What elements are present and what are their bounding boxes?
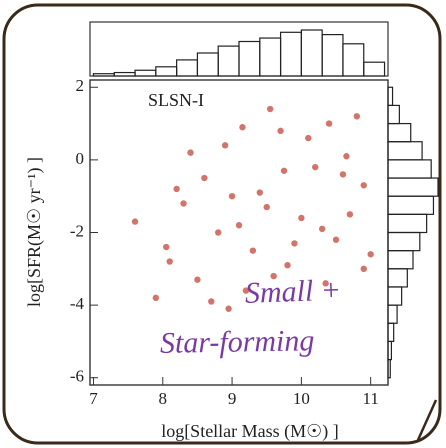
x-tick-label: 8: [159, 389, 168, 408]
y-tick-label: -6: [70, 367, 84, 386]
point: [242, 287, 250, 294]
y-tick-label: -4: [70, 294, 85, 313]
point: [277, 127, 284, 135]
histogram-bar: [279, 31, 302, 77]
histogram-bar: [155, 66, 178, 77]
point: [360, 265, 367, 273]
histogram-bar: [300, 29, 323, 77]
y-axis-label: log[SFR(M☉ yr⁻¹) ]: [24, 157, 45, 307]
histogram-bar: [92, 73, 115, 77]
point: [228, 192, 236, 200]
point: [187, 149, 194, 156]
point: [215, 229, 222, 236]
histogram-bar: [176, 59, 199, 77]
point: [318, 225, 326, 233]
histogram-bar: [387, 195, 435, 215]
point: [312, 163, 319, 171]
point: [263, 203, 270, 211]
point: [180, 200, 187, 207]
point: [270, 272, 277, 280]
histogram-bar: [387, 141, 423, 161]
point: [353, 113, 361, 120]
histogram-bar: [387, 177, 439, 197]
histogram-bar: [387, 104, 400, 125]
point: [280, 167, 288, 174]
y-tick-label: -2: [70, 221, 84, 240]
point: [339, 171, 347, 178]
point: [163, 243, 170, 251]
point: [201, 174, 208, 182]
y-tick-label: 2: [76, 76, 85, 95]
point: [343, 153, 350, 160]
x-tick-label: 11: [362, 389, 378, 408]
point: [360, 182, 367, 189]
x-tick-label: 10: [293, 389, 310, 408]
histogram-bar: [113, 71, 136, 77]
histogram-bar: [259, 37, 282, 77]
point: [256, 189, 263, 196]
histogram-bar: [387, 250, 414, 270]
point: [235, 222, 243, 229]
histogram-bar: [238, 40, 261, 77]
histogram-bar: [196, 52, 219, 77]
histogram-bar: [387, 358, 391, 379]
annotation: Star-forming: [160, 324, 315, 360]
annotation: Small +: [244, 274, 341, 310]
point: [346, 211, 354, 218]
point: [305, 134, 312, 142]
histogram-bar: [387, 231, 421, 252]
histogram-bar: [134, 69, 157, 77]
point: [166, 258, 173, 265]
point: [367, 251, 374, 258]
histogram-bar: [387, 122, 412, 143]
x-tick-label: 9: [228, 389, 237, 408]
point: [239, 124, 246, 131]
point: [173, 185, 180, 193]
histogram-bar: [321, 33, 344, 77]
point: [208, 298, 215, 305]
point: [325, 120, 333, 127]
slash: [416, 399, 438, 441]
point: [194, 276, 201, 283]
x-axis-label: log[Stellar Mass (M☉) ]: [161, 421, 339, 442]
point: [266, 105, 274, 113]
histogram-bar: [342, 43, 365, 77]
histogram-bar: [363, 61, 386, 77]
point: [131, 218, 139, 225]
point: [322, 280, 329, 287]
histogram-bar: [387, 322, 395, 343]
point: [152, 294, 160, 302]
point: [298, 214, 305, 222]
histogram-bar: [387, 213, 428, 234]
annotation: SLSN-I: [148, 90, 204, 110]
point: [249, 247, 257, 254]
histogram-bar: [387, 304, 398, 324]
point: [225, 305, 232, 312]
x-tick-label: 7: [89, 389, 98, 408]
histogram-bar: [387, 340, 393, 361]
histogram-bar: [387, 86, 394, 107]
point: [221, 142, 229, 149]
histogram-bar: [217, 45, 240, 77]
y-tick-label: 0: [76, 149, 85, 168]
histogram-bar: [387, 268, 408, 288]
point: [291, 240, 298, 247]
point: [332, 236, 340, 243]
histogram-bar: [387, 286, 403, 306]
point: [284, 261, 291, 269]
histogram-bar: [387, 159, 432, 179]
frame: [2, 3, 442, 445]
